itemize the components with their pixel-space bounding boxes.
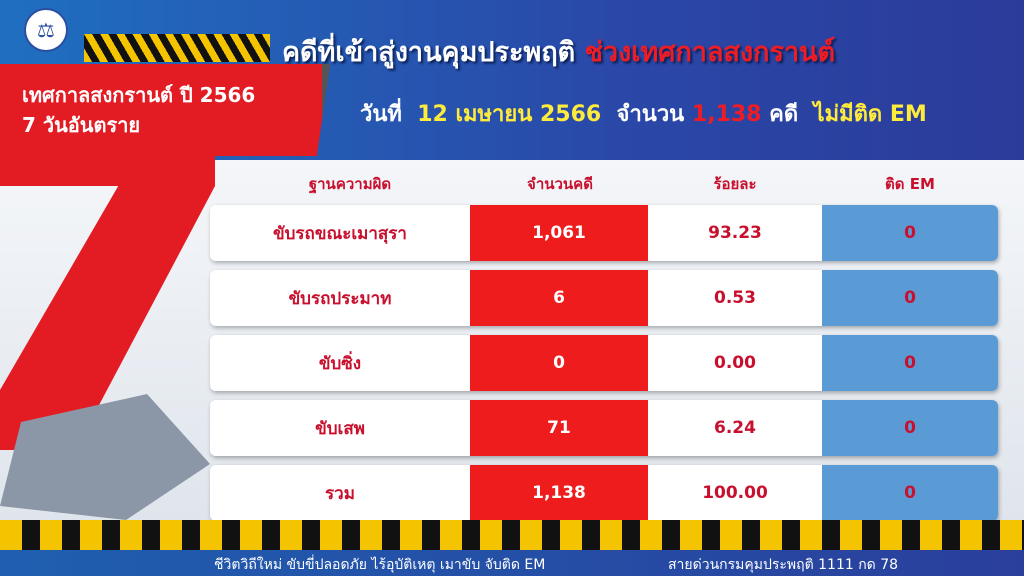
period-label: 7 วันอันตราย [22, 113, 141, 137]
cell-em: 0 [822, 465, 998, 521]
footer-hotline: สายด่วนกรมคุมประพฤติ 1111 กด 78 [668, 557, 899, 573]
table-row: ขับรถประมาท 6 0.53 0 [210, 270, 998, 326]
cell-percent: 6.24 [648, 400, 822, 456]
hazard-stripes [84, 34, 270, 62]
chevron-stripes [0, 520, 1024, 550]
table-row: ขับซิ่ง 0 0.00 0 [210, 335, 998, 391]
cell-percent: 93.23 [648, 205, 822, 261]
festival-label: เทศกาลสงกรานต์ ปี 2566 [22, 83, 256, 107]
cell-offense: ขับรถประมาท [210, 270, 470, 326]
em-note: ไม่มีติด EM [813, 102, 927, 127]
cell-offense: รวม [210, 465, 470, 521]
footer-slogan: ชีวิตวิถีใหม่ ขับขี่ปลอดภัย ไร้อุบัติเหต… [214, 557, 546, 573]
cell-em: 0 [822, 205, 998, 261]
page-title: คดีที่เข้าสู่งานคุมประพฤติ ช่วงเทศกาลสงก… [282, 30, 835, 73]
cell-percent: 0.53 [648, 270, 822, 326]
date: 12 เมษายน 2566 [417, 102, 602, 127]
cell-cases: 71 [470, 400, 648, 456]
cell-em: 0 [822, 270, 998, 326]
cell-em: 0 [822, 335, 998, 391]
festival-box: เทศกาลสงกรานต์ ปี 2566 7 วันอันตราย [0, 64, 330, 156]
title-highlight: ช่วงเทศกาลสงกรานต์ [584, 37, 836, 68]
case-unit: คดี [769, 102, 799, 127]
cell-cases: 6 [470, 270, 648, 326]
col-em: ติด EM [885, 175, 935, 193]
table-row: ขับเสพ 71 6.24 0 [210, 400, 998, 456]
cell-em: 0 [822, 400, 998, 456]
title-main: คดีที่เข้าสู่งานคุมประพฤติ [282, 37, 576, 68]
cell-offense: ขับรถขณะเมาสุรา [210, 205, 470, 261]
col-percent: ร้อยละ [713, 175, 757, 193]
total-count: 1,138 [691, 102, 762, 127]
date-label: วันที่ [360, 102, 402, 127]
col-offense: ฐานความผิด [308, 175, 392, 193]
col-cases: จำนวนคดี [527, 175, 593, 193]
cell-cases: 1,061 [470, 205, 648, 261]
cell-offense: ขับเสพ [210, 400, 470, 456]
cell-offense: ขับซิ่ง [210, 335, 470, 391]
cell-percent: 100.00 [648, 465, 822, 521]
cell-cases: 0 [470, 335, 648, 391]
table-row: รวม 1,138 100.00 0 [210, 465, 998, 521]
table-row: ขับรถขณะเมาสุรา 1,061 93.23 0 [210, 205, 998, 261]
cell-percent: 0.00 [648, 335, 822, 391]
subtitle: วันที่ 12 เมษายน 2566 จำนวน 1,138 คดี ไม… [360, 96, 927, 131]
count-label: จำนวน [616, 102, 685, 127]
footer: ชีวิตวิถีใหม่ ขับขี่ปลอดภัย ไร้อุบัติเหต… [0, 550, 1024, 576]
cell-cases: 1,138 [470, 465, 648, 521]
department-logo: ⚖ [24, 8, 68, 52]
